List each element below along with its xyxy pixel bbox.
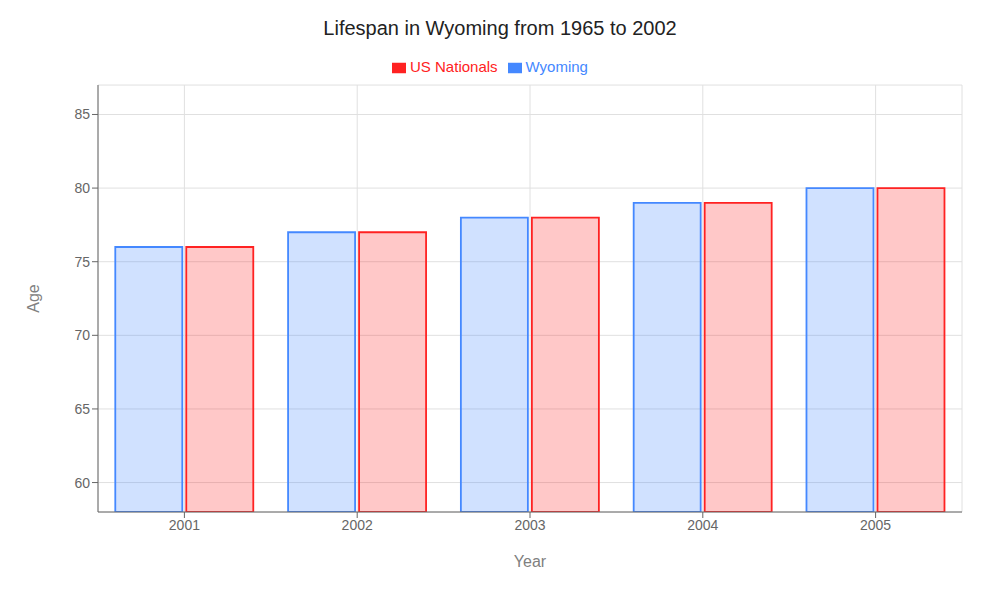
html-text:US Nationals: US Nationals (410, 58, 498, 75)
svg-text:60: 60 (74, 475, 90, 491)
html-text:Wyoming: Wyoming (525, 58, 588, 75)
svg-text:70: 70 (74, 327, 90, 343)
svg-text:Age: Age (25, 284, 42, 313)
svg-text:2004: 2004 (687, 517, 718, 533)
svg-text:65: 65 (74, 401, 90, 417)
svg-text:2003: 2003 (514, 517, 545, 533)
svg-text:75: 75 (74, 254, 90, 270)
html-text:Lifespan in Wyoming from 1965: Lifespan in Wyoming from 1965 to 2002 (323, 17, 677, 39)
svg-text:Year: Year (514, 553, 547, 570)
svg-text:2005: 2005 (860, 517, 891, 533)
svg-text:80: 80 (74, 180, 90, 196)
svg-text:2002: 2002 (342, 517, 373, 533)
svg-text:2001: 2001 (169, 517, 200, 533)
svg-text:85: 85 (74, 106, 90, 122)
